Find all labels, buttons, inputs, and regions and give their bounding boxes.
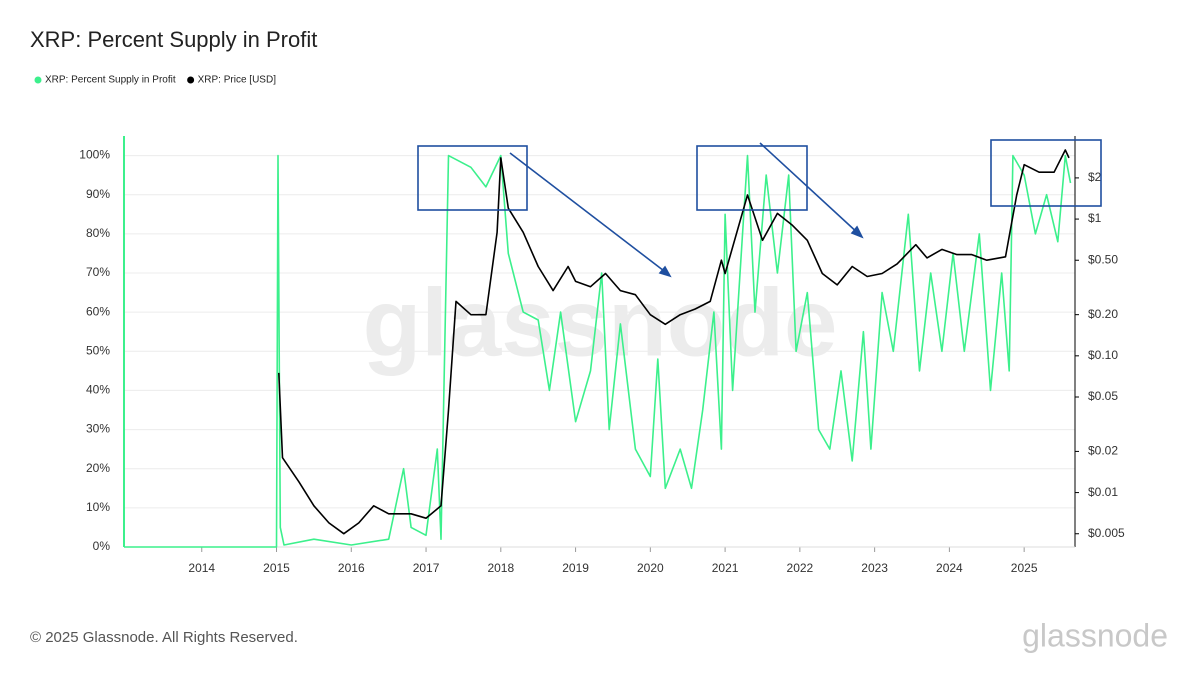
y-tick-label: 100% <box>79 148 110 162</box>
chart-title: XRP: Percent Supply in Profit <box>30 27 317 52</box>
series-line <box>278 149 1070 535</box>
arrow <box>759 142 861 236</box>
x-tick-label: 2018 <box>487 561 514 575</box>
y2-tick-label: $0.50 <box>1088 252 1118 266</box>
series-line <box>124 154 1072 548</box>
annotations <box>417 139 1102 278</box>
y-tick-label: 50% <box>86 343 110 357</box>
y-tick-label: 90% <box>86 187 110 201</box>
y2-tick-label: $0.05 <box>1088 389 1118 403</box>
legend-label: XRP: Percent Supply in Profit <box>45 75 176 86</box>
logo: glassnode <box>1022 617 1168 653</box>
arrow <box>509 152 669 275</box>
x-tick-label: 2017 <box>413 561 440 575</box>
y2-tick-label: $2 <box>1088 170 1102 184</box>
y-tick-label: 40% <box>86 383 110 397</box>
x-tick-label: 2019 <box>562 561 589 575</box>
x-tick-label: 2015 <box>263 561 290 575</box>
y2-tick-label: $0.20 <box>1088 307 1118 321</box>
y-tick-label: 30% <box>86 422 110 436</box>
highlight-box <box>990 139 1102 207</box>
legend-marker <box>34 76 42 84</box>
plot-area: 0% 10% 20% 30% 40% 50% 60% 70% 80% 90% 100% $0.005 $… <box>79 136 1125 575</box>
legend-marker <box>187 76 195 84</box>
arrow-head <box>850 225 864 239</box>
legend-label: XRP: Price [USD] <box>198 75 277 86</box>
x-tick-label: 2023 <box>861 561 888 575</box>
x-tick-label: 2014 <box>188 561 215 575</box>
y-tick-label: 60% <box>86 304 110 318</box>
y2-tick-label: $1 <box>1088 211 1102 225</box>
arrow-head <box>658 265 672 278</box>
highlight-box <box>417 145 528 211</box>
y2-tick-label: $0.02 <box>1088 444 1118 458</box>
y-tick-label: 80% <box>86 226 110 240</box>
x-tick-label: 2020 <box>637 561 664 575</box>
x-tick-label: 2016 <box>338 561 365 575</box>
x-tick-label: 2022 <box>787 561 814 575</box>
y2-tick-label: $0.005 <box>1088 526 1125 540</box>
x-tick-label: 2025 <box>1011 561 1038 575</box>
y-tick-label: 10% <box>86 500 110 514</box>
footer: © 2025 Glassnode. All Rights Reserved. <box>30 629 298 646</box>
x-tick-label: 2024 <box>936 561 963 575</box>
y-tick-label: 20% <box>86 461 110 475</box>
y2-tick-label: $0.10 <box>1088 348 1118 362</box>
y-tick-label: 70% <box>86 265 110 279</box>
x-tick-label: 2021 <box>712 561 739 575</box>
y2-tick-label: $0.01 <box>1088 485 1118 499</box>
y-tick-label: 0% <box>93 539 111 553</box>
highlight-box <box>696 145 808 211</box>
